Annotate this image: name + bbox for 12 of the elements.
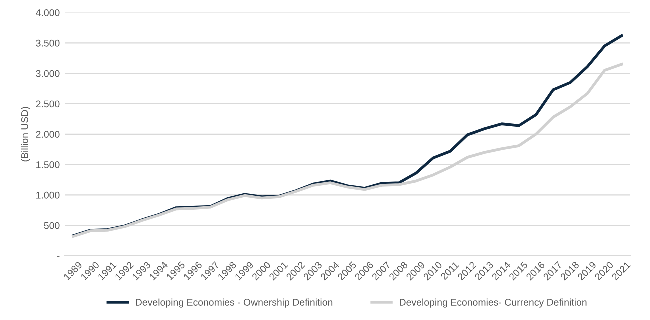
y-tick-label: 1.500 <box>36 162 60 168</box>
y-tick-label: 1.000 <box>36 192 60 199</box>
y-tick-label: 3.500 <box>36 40 60 47</box>
y-tick-label: - <box>57 256 60 258</box>
y-axis-title: (Billion USD) <box>21 107 30 162</box>
y-tick-label: 500 <box>44 222 60 230</box>
y-tick-label: 2.500 <box>36 100 60 108</box>
y-tick-label: 2.000 <box>36 131 60 138</box>
y-tick-label: 3.000 <box>36 70 60 78</box>
legend-label: Developing Economies- Currency Definition <box>400 298 587 308</box>
y-tick-label: 4.000 <box>36 10 60 16</box>
legend-label: Developing Economies - Ownership Definition <box>136 298 333 308</box>
